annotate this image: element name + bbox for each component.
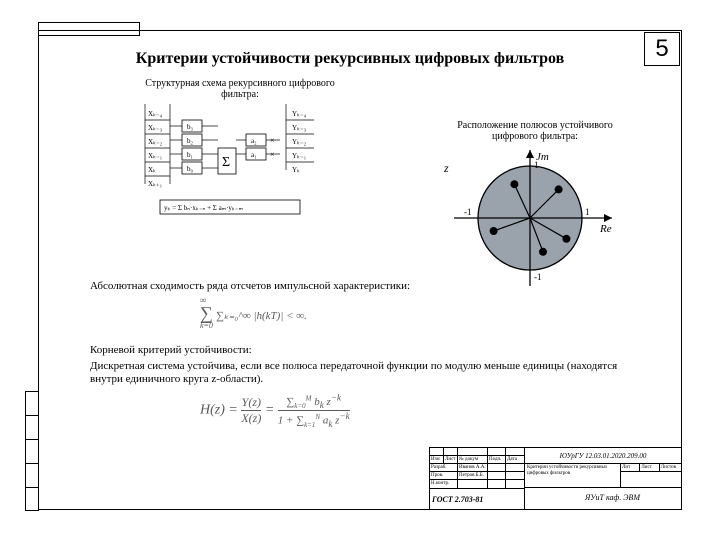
svg-text:×: ×: [270, 136, 275, 145]
tb-dev-name: Иванов А.А.: [458, 464, 488, 471]
tb-project: Критерии устойчивости рекурсивных цифров…: [524, 464, 620, 488]
binding-margin: [25, 391, 39, 511]
tb-check: Пров.: [430, 472, 458, 479]
block-diagram-caption: Структурная схема рекурсивного цифрового…: [120, 78, 360, 100]
svg-text:z: z: [443, 161, 449, 175]
svg-text:-1: -1: [464, 207, 472, 217]
svg-text:yₖ = Σ bₙ·xₖ₋ₙ + Σ aₘ·yₖ₋ₘ: yₖ = Σ bₙ·xₖ₋ₙ + Σ aₘ·yₖ₋ₘ: [164, 204, 243, 212]
svg-text:Xₖ₊₁: Xₖ₊₁: [148, 180, 162, 188]
svg-text:Xₖ₋₂: Xₖ₋₂: [148, 138, 163, 146]
svg-text:Yₖ₋₄: Yₖ₋₄: [292, 110, 307, 118]
svg-text:Yₖ₋₁: Yₖ₋₁: [292, 152, 306, 160]
svg-text:a₁: a₁: [251, 151, 257, 159]
root-criterion-label: Корневой критерий устойчивости:: [90, 344, 640, 356]
root-criterion-text: Дискретная система устойчива, если все п…: [90, 360, 650, 386]
svg-text:Yₖ: Yₖ: [292, 166, 300, 174]
svg-text:Xₖ₋₄: Xₖ₋₄: [148, 110, 163, 118]
tb-docnum: № докум: [458, 456, 488, 463]
svg-text:Re: Re: [599, 223, 612, 235]
title-block: Изм Лист № докум Подп. Дата Разраб. Иван…: [429, 447, 681, 509]
tb-sheets: Листов: [660, 464, 681, 471]
svg-text:Xₖ₋₁: Xₖ₋₁: [148, 152, 162, 160]
abs-convergence-label: Абсолютная сходимость ряда отсчетов импу…: [90, 280, 530, 292]
svg-text:1: 1: [585, 207, 590, 217]
tb-dev: Разраб.: [430, 464, 458, 471]
block-diagram: Структурная схема рекурсивного цифрового…: [120, 78, 360, 235]
svg-text:×: ×: [270, 150, 275, 159]
tb-check-name: Петров Б.Б.: [458, 472, 488, 479]
tb-ncontr: Н.контр.: [430, 480, 458, 488]
block-diagram-svg: Xₖ₋₄ Xₖ₋₃ Xₖ₋₂ Xₖ₋₁ Xₖ Xₖ₊₁ b₃ b₂ b₁ b₀ Σa₂ × a₁ × Yₖ₋…: [120, 100, 340, 230]
svg-text:b₀: b₀: [187, 165, 194, 173]
svg-text:Yₖ₋₂: Yₖ₋₂: [292, 138, 307, 146]
svg-text:Yₖ₋₃: Yₖ₋₃: [292, 124, 307, 132]
transfer-formula: H(z) = Y(z)X(z) = ∑k=0M bk z−k 1 + ∑k=1N…: [200, 392, 350, 429]
svg-text:Xₖ: Xₖ: [148, 166, 156, 174]
tb-doc-code: ЮУрГУ 12.03.01.2020.209.00: [524, 448, 681, 464]
tb-lit: Лит: [621, 464, 640, 471]
svg-text:b₂: b₂: [187, 137, 194, 145]
tb-sign: Подп.: [488, 456, 506, 463]
unit-circle-caption: Расположение полюсов устойчивого цифрово…: [430, 120, 640, 142]
tb-dept: ЯУиТ каф. ЭВМ: [524, 488, 681, 510]
svg-text:1: 1: [534, 160, 539, 170]
svg-text:Σ: Σ: [222, 155, 230, 170]
page-title: Критерии устойчивости рекурсивных цифров…: [70, 50, 630, 68]
svg-text:-1: -1: [534, 272, 542, 282]
svg-text:a₂: a₂: [251, 137, 257, 145]
svg-text:Xₖ₋₃: Xₖ₋₃: [148, 124, 163, 132]
tb-sheet: Лист: [640, 464, 659, 471]
svg-text:b₁: b₁: [187, 151, 193, 159]
page-number: 5: [644, 32, 680, 66]
tb-date: Дата: [506, 456, 524, 463]
tb-gost: ГОСТ 2.703-81: [430, 489, 485, 510]
tb-list: Лист: [444, 456, 458, 463]
unit-circle-svg: zJmRe-111-1: [430, 146, 630, 296]
tb-izm: Изм: [430, 456, 444, 463]
abs-convergence-formula: ∞ ∑ ∑ₖ₌₀^∞ |h(kT)| < ∞. k=0: [200, 296, 307, 330]
unit-circle-area: Расположение полюсов устойчивого цифрово…: [430, 120, 640, 301]
svg-text:b₃: b₃: [187, 123, 194, 131]
